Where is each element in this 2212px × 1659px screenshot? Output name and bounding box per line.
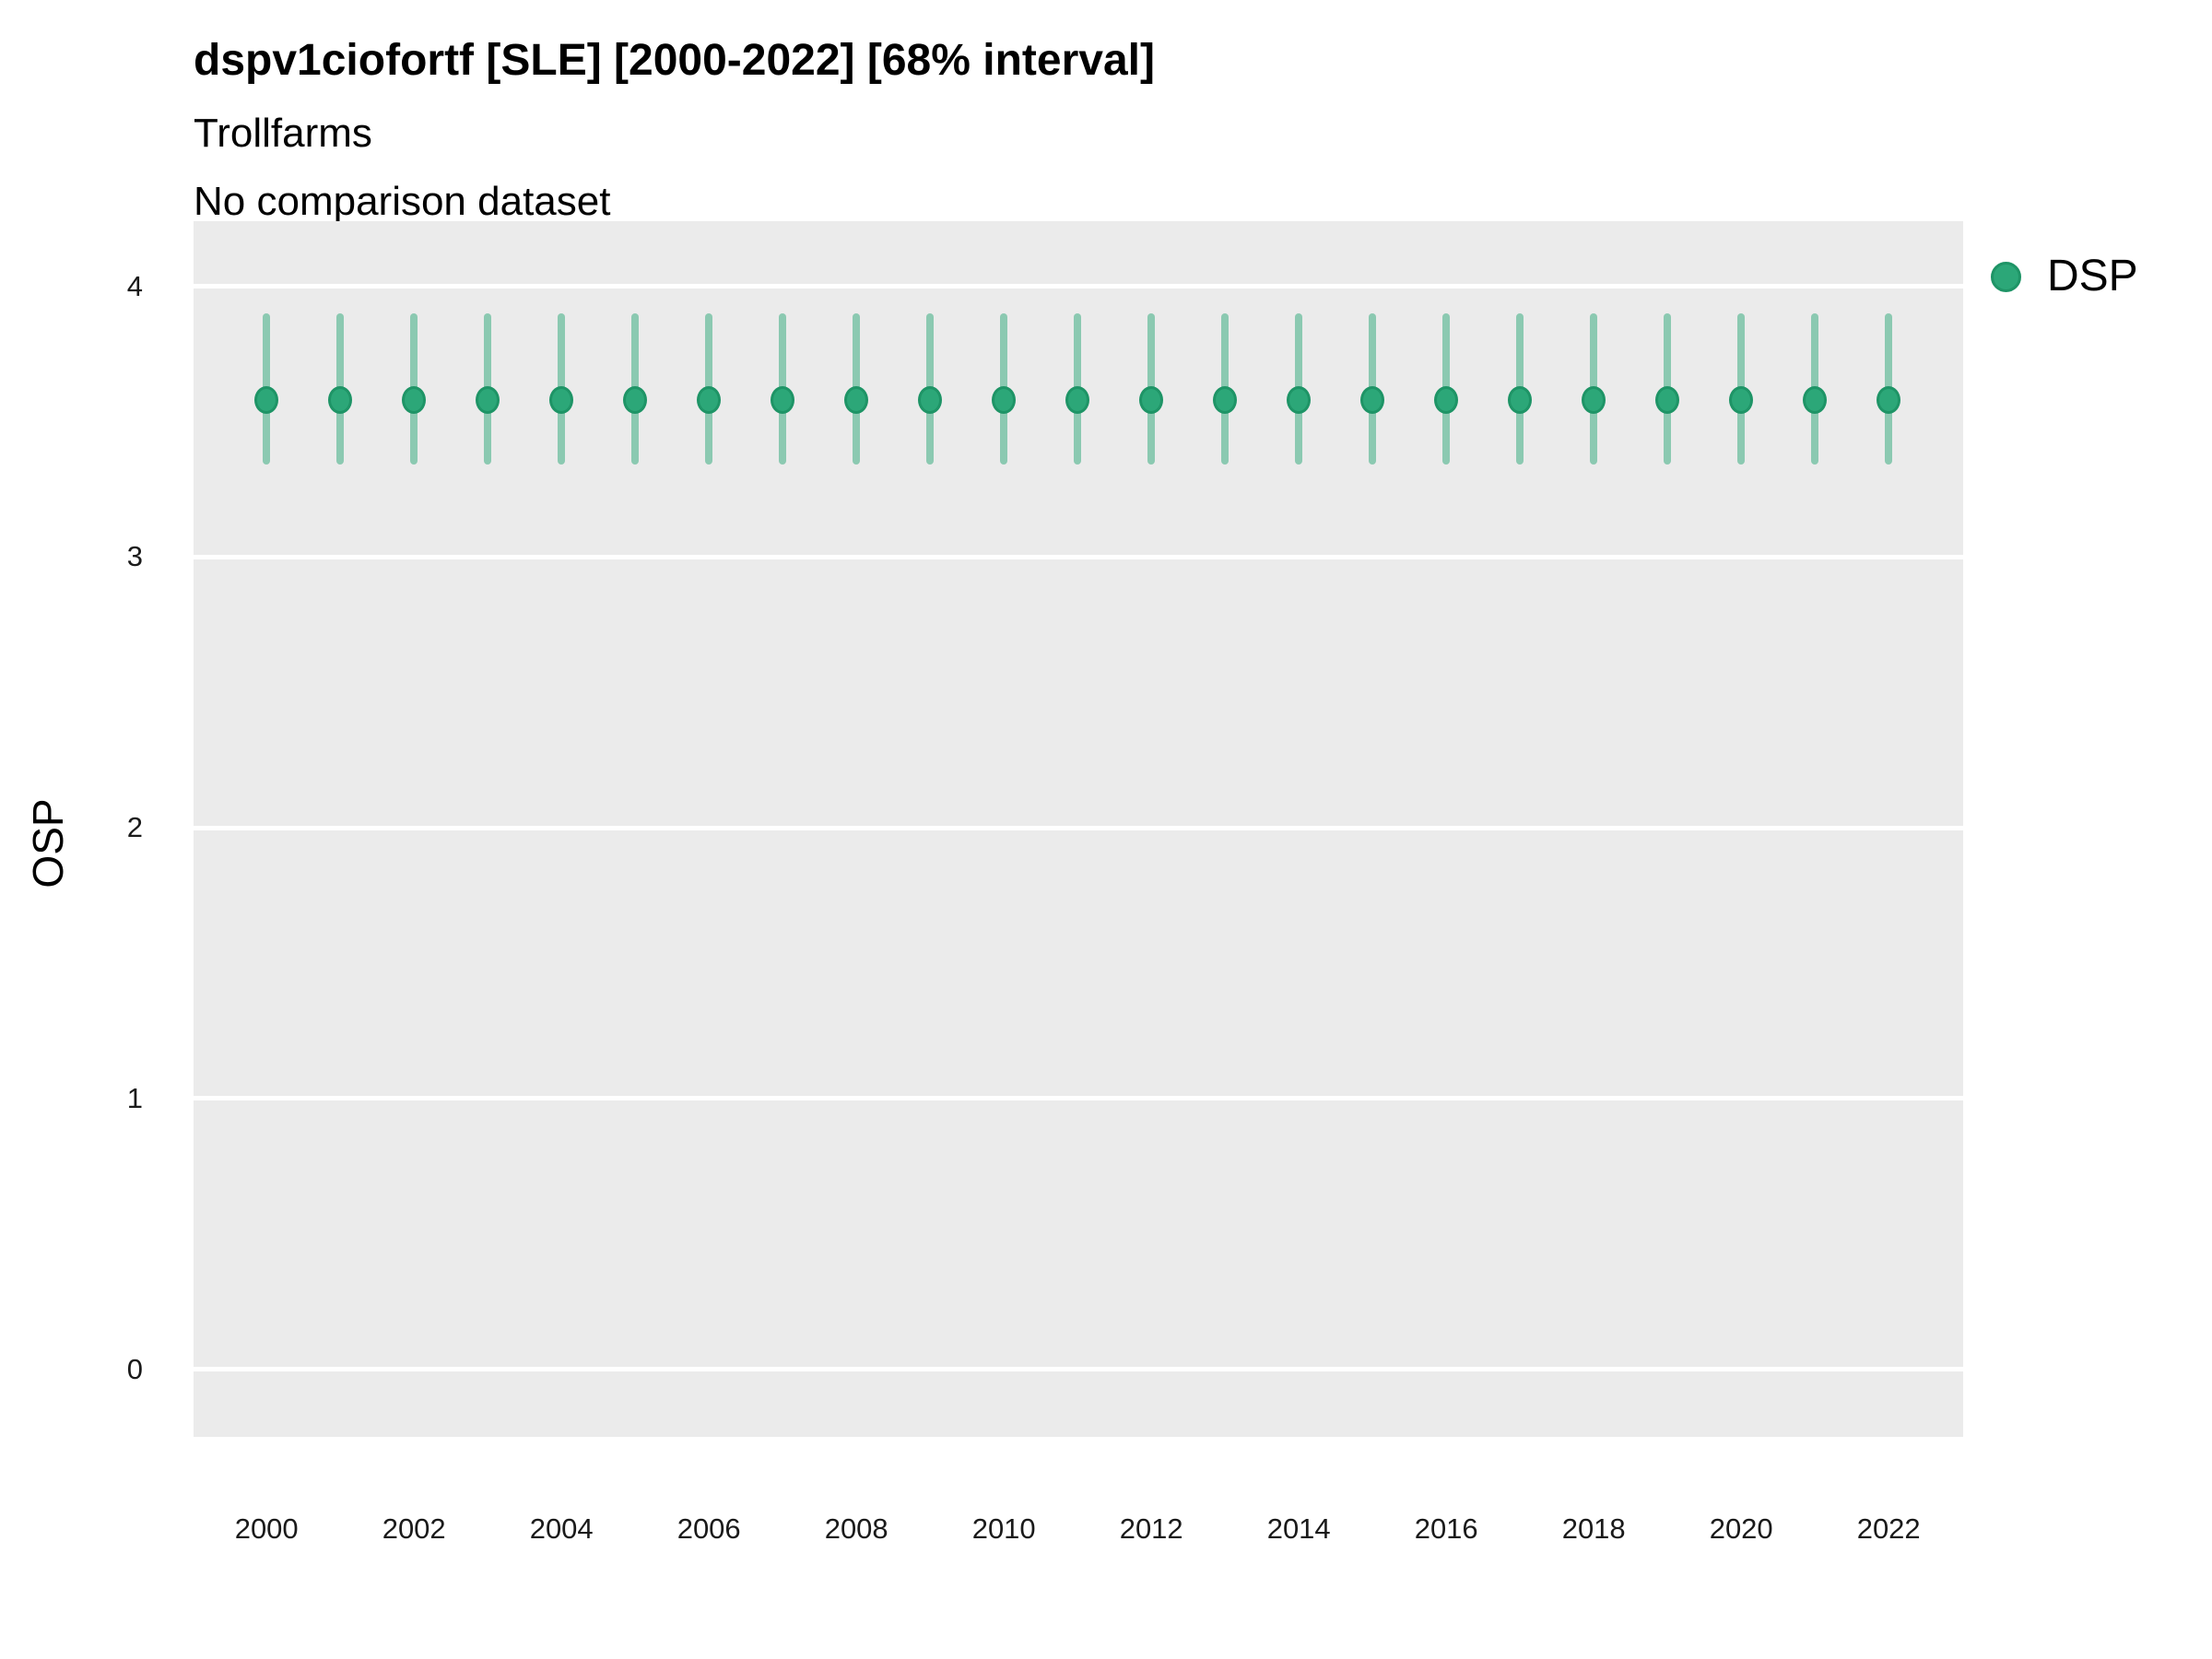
gridline-2 <box>194 825 1963 830</box>
point-2018 <box>1582 385 1606 414</box>
x-tick-label-2006: 2006 <box>677 1512 741 1545</box>
legend-label-dsp: DSP <box>2047 252 2138 300</box>
point-2014 <box>1287 385 1312 414</box>
point-2019 <box>1655 385 1680 414</box>
y-tick-label-3: 3 <box>126 540 143 573</box>
point-2004 <box>549 385 574 414</box>
x-tick-label-2022: 2022 <box>1856 1512 1921 1545</box>
x-tick-label-2020: 2020 <box>1709 1512 1773 1545</box>
x-tick-label-2016: 2016 <box>1414 1512 1478 1545</box>
gridline-4 <box>194 284 1963 288</box>
point-2009 <box>918 385 943 414</box>
point-2021 <box>1803 385 1828 414</box>
gridline-3 <box>194 554 1963 559</box>
x-tick-label-2018: 2018 <box>1561 1512 1626 1545</box>
point-2015 <box>1360 385 1385 414</box>
plot-panel <box>194 221 1963 1437</box>
point-2022 <box>1877 385 1901 414</box>
comparison-note: No comparison dataset <box>194 179 611 224</box>
y-tick-label-2: 2 <box>126 811 143 844</box>
gridline-1 <box>194 1096 1963 1101</box>
point-2002 <box>402 385 427 414</box>
y-tick-label-4: 4 <box>126 269 143 302</box>
point-2020 <box>1729 385 1754 414</box>
x-tick-label-2014: 2014 <box>1266 1512 1331 1545</box>
point-2001 <box>328 385 353 414</box>
point-2006 <box>697 385 722 414</box>
x-tick-label-2012: 2012 <box>1119 1512 1183 1545</box>
point-2007 <box>771 385 795 414</box>
point-2005 <box>623 385 648 414</box>
legend-point-icon <box>1991 261 2021 292</box>
point-2013 <box>1213 385 1238 414</box>
x-tick-label-2008: 2008 <box>824 1512 888 1545</box>
point-2010 <box>992 385 1017 414</box>
x-tick-label-2000: 2000 <box>234 1512 299 1545</box>
legend: DSP <box>1991 252 2138 300</box>
point-2003 <box>476 385 500 414</box>
y-tick-label-0: 0 <box>126 1352 143 1385</box>
point-2012 <box>1139 385 1164 414</box>
point-2016 <box>1434 385 1459 414</box>
chart-subtitle: Trollfarms <box>194 111 372 156</box>
point-2008 <box>844 385 869 414</box>
point-2017 <box>1508 385 1533 414</box>
point-2011 <box>1065 385 1090 414</box>
point-2000 <box>254 385 279 414</box>
x-tick-label-2002: 2002 <box>382 1512 446 1545</box>
y-tick-label-1: 1 <box>126 1081 143 1114</box>
x-tick-label-2004: 2004 <box>529 1512 594 1545</box>
x-tick-label-2010: 2010 <box>971 1512 1036 1545</box>
chart-title: dspv1ciofortf [SLE] [2000-2022] [68% int… <box>194 36 1155 85</box>
gridline-0 <box>194 1367 1963 1372</box>
